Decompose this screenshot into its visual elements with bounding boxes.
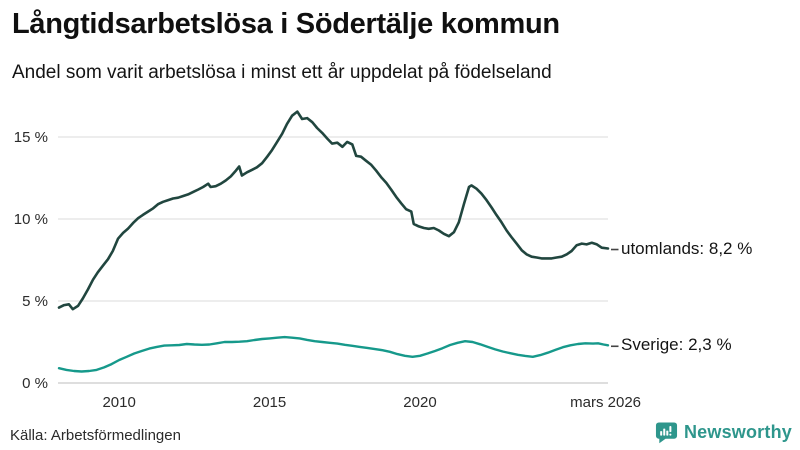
x-tick-label: 2015: [253, 394, 286, 411]
source-note: Källa: Arbetsförmedlingen: [10, 427, 181, 444]
series-label-sverige: Sverige: 2,3 %: [621, 335, 732, 355]
brand-name: Newsworthy: [683, 422, 792, 442]
newsworthy-logo: Newsworthy: [655, 421, 792, 444]
x-tick-label: 2010: [102, 394, 135, 411]
line-chart: 0 % 5 % 10 % 15 % 2010 2015 2020 mars 2026: [14, 110, 641, 411]
y-tick-label: 5 %: [22, 293, 48, 310]
y-tick-label: 10 %: [14, 211, 48, 228]
series-label-utomlands: utomlands: 8,2 %: [621, 238, 753, 258]
chart-area: 0 % 5 % 10 % 15 % 2010 2015 2020 mars 2026: [0, 92, 800, 422]
x-tick-label: 2020: [403, 394, 436, 411]
y-tick-label: 0 %: [22, 375, 48, 392]
page-title: Långtidsarbetslösa i Södertälje kommun: [12, 8, 560, 40]
series-line-utomlands: [57, 110, 610, 311]
speech-bubble-bar-chart-icon: [655, 421, 678, 444]
chart-subtitle: Andel som varit arbetslösa i minst ett å…: [12, 62, 552, 83]
x-tick-label: mars 2026: [570, 394, 641, 411]
y-tick-label: 15 %: [14, 129, 48, 146]
series-line-Sverige: [57, 335, 610, 373]
